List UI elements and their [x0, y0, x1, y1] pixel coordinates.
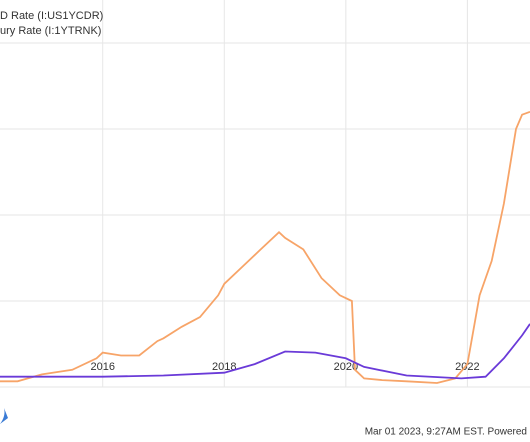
series-line — [0, 323, 530, 380]
x-tick-label: 2020 — [334, 361, 358, 373]
x-tick-label: 2018 — [212, 361, 236, 373]
footer: Mar 01 2023, 9:27AM EST. Powered — [365, 427, 527, 438]
legend-entry: ury Rate (I:1YTRNK) — [0, 25, 101, 37]
logo — [0, 408, 8, 424]
x-tick-label: 2016 — [90, 361, 114, 373]
legend-entry: D Rate (I:US1YCDR) — [0, 10, 103, 22]
series-line — [0, 110, 530, 384]
